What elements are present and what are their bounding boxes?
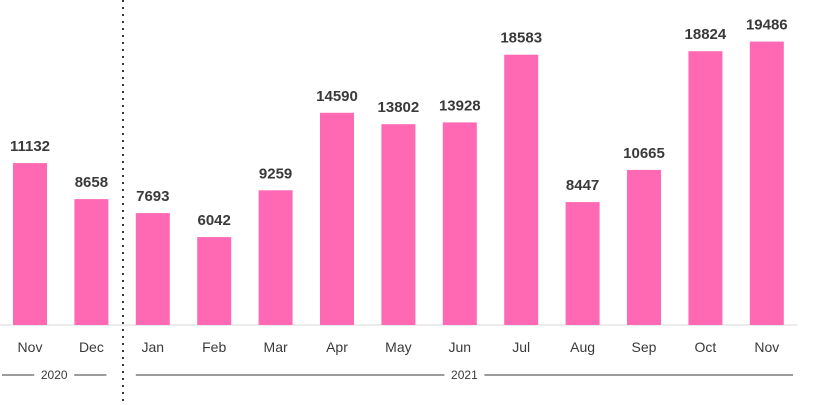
year-group-label-2021: 2021: [451, 368, 478, 382]
bar-nov-0: [13, 163, 47, 325]
bar-oct-11: [688, 51, 723, 325]
bar-jul-8: [504, 54, 539, 325]
bar-dec-1: [74, 199, 109, 325]
bar-may-6: [381, 124, 416, 325]
bar-mar-4: [258, 190, 293, 325]
category-label: Nov: [754, 339, 779, 355]
value-label: 11132: [10, 138, 50, 155]
bar-sep-10: [627, 169, 661, 325]
bar-jun-7: [442, 122, 477, 326]
year-group-label-2020: 2020: [41, 368, 68, 382]
value-label: 13928: [439, 97, 481, 114]
bar-aug-9: [565, 202, 600, 325]
category-label: Aug: [570, 339, 595, 355]
value-label: 10665: [623, 145, 665, 162]
category-label: Nov: [18, 339, 43, 355]
category-label: Feb: [202, 339, 226, 355]
category-label: Jul: [512, 339, 530, 355]
value-label: 18583: [500, 30, 542, 47]
value-label: 9259: [259, 165, 292, 182]
bar-apr-5: [320, 112, 354, 325]
category-label: Jan: [142, 339, 165, 355]
category-label: Mar: [264, 339, 288, 355]
category-label: May: [385, 339, 411, 355]
category-label: Jun: [449, 339, 472, 355]
category-label: Apr: [326, 339, 348, 355]
value-label: 8658: [75, 174, 108, 191]
category-label: Sep: [632, 339, 657, 355]
bar-nov-12: [749, 41, 784, 325]
value-label: 19486: [746, 17, 788, 34]
value-label: 6042: [198, 212, 231, 229]
bar-feb-3: [197, 237, 232, 325]
category-label: Dec: [79, 339, 104, 355]
bar-jan-2: [135, 213, 170, 325]
category-label: Oct: [695, 339, 717, 355]
value-label: 8447: [566, 177, 599, 194]
value-label: 14590: [316, 88, 358, 105]
value-label: 18824: [685, 26, 727, 43]
value-label: 7693: [136, 188, 169, 205]
value-label: 13802: [378, 99, 420, 116]
